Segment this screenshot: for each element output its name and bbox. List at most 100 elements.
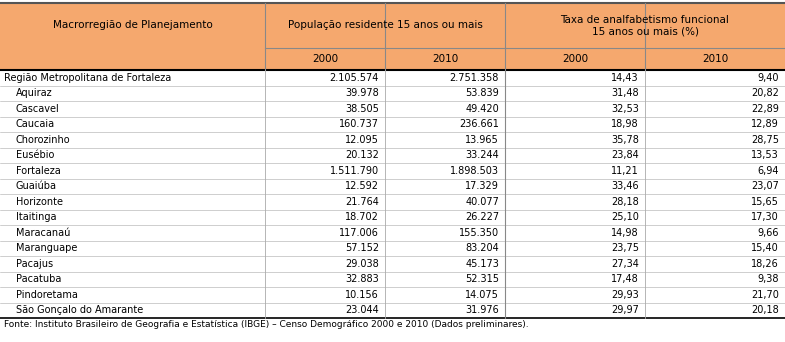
Bar bbox=[0, 225, 785, 240]
Text: 15,40: 15,40 bbox=[751, 243, 779, 253]
Bar bbox=[0, 3, 265, 48]
Bar bbox=[385, 48, 505, 70]
Text: 12.095: 12.095 bbox=[345, 135, 379, 145]
Text: 27,34: 27,34 bbox=[612, 259, 639, 269]
Bar bbox=[0, 194, 785, 210]
Text: 53.839: 53.839 bbox=[466, 88, 499, 98]
Text: 23,75: 23,75 bbox=[611, 243, 639, 253]
Text: 10.156: 10.156 bbox=[345, 290, 379, 300]
Text: 2000: 2000 bbox=[562, 54, 588, 64]
Text: 18,26: 18,26 bbox=[751, 259, 779, 269]
Text: 13.965: 13.965 bbox=[466, 135, 499, 145]
Text: 45.173: 45.173 bbox=[466, 259, 499, 269]
Bar bbox=[265, 48, 385, 70]
Text: 29,97: 29,97 bbox=[612, 305, 639, 315]
Text: Fonte: Instituto Brasileiro de Geografia e Estatística (IBGE) – Censo Demográfic: Fonte: Instituto Brasileiro de Geografia… bbox=[4, 320, 528, 329]
Text: 33.244: 33.244 bbox=[466, 150, 499, 160]
Text: 117.006: 117.006 bbox=[339, 228, 379, 238]
Text: 29,93: 29,93 bbox=[612, 290, 639, 300]
Text: 23,84: 23,84 bbox=[612, 150, 639, 160]
Text: 13,53: 13,53 bbox=[751, 150, 779, 160]
Text: Chorozinho: Chorozinho bbox=[16, 135, 71, 145]
Text: 2010: 2010 bbox=[432, 54, 458, 64]
Bar bbox=[0, 287, 785, 303]
Text: 21.764: 21.764 bbox=[345, 197, 379, 207]
Text: Pindoretama: Pindoretama bbox=[16, 290, 78, 300]
Text: Horizonte: Horizonte bbox=[16, 197, 63, 207]
Text: Caucaia: Caucaia bbox=[16, 119, 55, 129]
Text: 2.751.358: 2.751.358 bbox=[450, 73, 499, 83]
Bar bbox=[0, 147, 785, 163]
Text: 20,18: 20,18 bbox=[751, 305, 779, 315]
Text: 17,30: 17,30 bbox=[751, 212, 779, 222]
Bar bbox=[0, 132, 785, 147]
Text: 6,94: 6,94 bbox=[758, 166, 779, 176]
Text: 9,40: 9,40 bbox=[758, 73, 779, 83]
Text: 38.505: 38.505 bbox=[345, 104, 379, 114]
Text: 26.227: 26.227 bbox=[465, 212, 499, 222]
Text: 20,82: 20,82 bbox=[751, 88, 779, 98]
Text: 155.350: 155.350 bbox=[459, 228, 499, 238]
Text: Pacatuba: Pacatuba bbox=[16, 274, 61, 284]
Bar bbox=[0, 272, 785, 287]
Text: Itaitinga: Itaitinga bbox=[16, 212, 57, 222]
Text: 32,53: 32,53 bbox=[612, 104, 639, 114]
Text: 40.077: 40.077 bbox=[466, 197, 499, 207]
Text: 11,21: 11,21 bbox=[612, 166, 639, 176]
Text: 1.511.790: 1.511.790 bbox=[330, 166, 379, 176]
Text: 20.132: 20.132 bbox=[345, 150, 379, 160]
Text: 18,98: 18,98 bbox=[612, 119, 639, 129]
Text: 2.105.574: 2.105.574 bbox=[330, 73, 379, 83]
Text: Maracanaú: Maracanaú bbox=[16, 228, 71, 238]
Bar bbox=[0, 240, 785, 256]
Text: Guaiúba: Guaiúba bbox=[16, 181, 57, 191]
Text: Região Metropolitana de Fortaleza: Região Metropolitana de Fortaleza bbox=[4, 73, 171, 83]
Text: 14.075: 14.075 bbox=[466, 290, 499, 300]
Text: 29.038: 29.038 bbox=[345, 259, 379, 269]
Text: Aquiraz: Aquiraz bbox=[16, 88, 53, 98]
Text: Macrorregião de Planejamento: Macrorregião de Planejamento bbox=[53, 21, 213, 30]
Text: 23.044: 23.044 bbox=[345, 305, 379, 315]
Bar bbox=[0, 48, 265, 70]
Text: 28,18: 28,18 bbox=[612, 197, 639, 207]
Text: 33,46: 33,46 bbox=[612, 181, 639, 191]
Text: 12.592: 12.592 bbox=[345, 181, 379, 191]
Text: 9,66: 9,66 bbox=[758, 228, 779, 238]
Bar bbox=[505, 48, 645, 70]
Text: 236.661: 236.661 bbox=[459, 119, 499, 129]
Text: 12,89: 12,89 bbox=[751, 119, 779, 129]
Text: 49.420: 49.420 bbox=[466, 104, 499, 114]
Text: 31,48: 31,48 bbox=[612, 88, 639, 98]
Text: 9,38: 9,38 bbox=[758, 274, 779, 284]
Bar bbox=[0, 70, 785, 86]
Text: 2000: 2000 bbox=[312, 54, 338, 64]
Text: 28,75: 28,75 bbox=[751, 135, 779, 145]
Text: 17,48: 17,48 bbox=[612, 274, 639, 284]
Text: 1.898.503: 1.898.503 bbox=[450, 166, 499, 176]
Bar bbox=[0, 210, 785, 225]
Text: 14,43: 14,43 bbox=[612, 73, 639, 83]
Text: Fortaleza: Fortaleza bbox=[16, 166, 60, 176]
Text: 35,78: 35,78 bbox=[612, 135, 639, 145]
Text: 83.204: 83.204 bbox=[466, 243, 499, 253]
Bar bbox=[0, 303, 785, 318]
Text: 52.315: 52.315 bbox=[465, 274, 499, 284]
Text: Pacajus: Pacajus bbox=[16, 259, 53, 269]
Text: Cascavel: Cascavel bbox=[16, 104, 60, 114]
Text: População residente 15 anos ou mais: População residente 15 anos ou mais bbox=[287, 21, 483, 30]
Text: 15,65: 15,65 bbox=[751, 197, 779, 207]
Text: São Gonçalo do Amarante: São Gonçalo do Amarante bbox=[16, 305, 143, 315]
Text: 17.329: 17.329 bbox=[466, 181, 499, 191]
Text: Maranguape: Maranguape bbox=[16, 243, 78, 253]
Text: 160.737: 160.737 bbox=[339, 119, 379, 129]
Text: 31.976: 31.976 bbox=[466, 305, 499, 315]
Text: Eusébio: Eusébio bbox=[16, 150, 54, 160]
Bar bbox=[0, 179, 785, 194]
Text: 39.978: 39.978 bbox=[345, 88, 379, 98]
Bar bbox=[0, 117, 785, 132]
Bar bbox=[0, 86, 785, 101]
Text: 25,10: 25,10 bbox=[612, 212, 639, 222]
Text: 14,98: 14,98 bbox=[612, 228, 639, 238]
Text: Taxa de analfabetismo funcional
15 anos ou mais (%): Taxa de analfabetismo funcional 15 anos … bbox=[560, 15, 729, 36]
Bar bbox=[0, 163, 785, 179]
